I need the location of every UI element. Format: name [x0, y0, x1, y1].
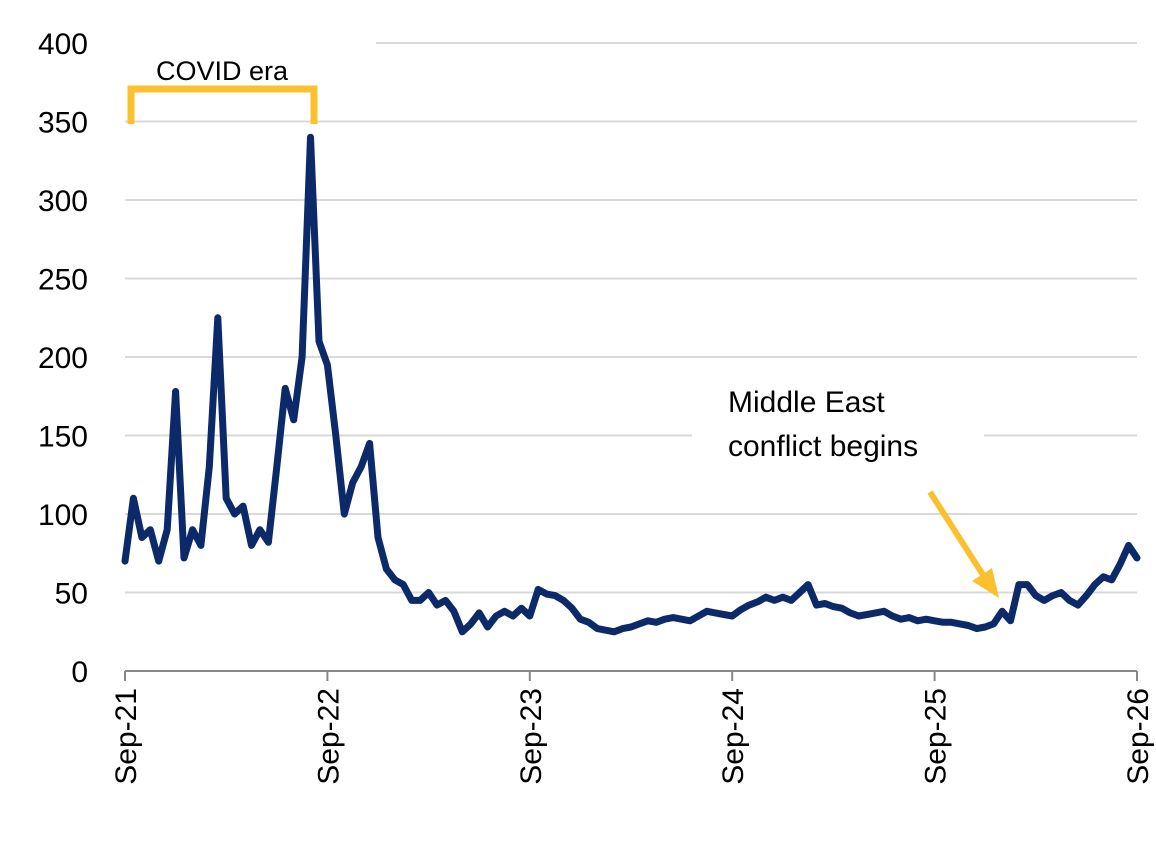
annotation-backdrop [120, 30, 376, 56]
annotation: Middle East [728, 386, 885, 419]
x-tick-label: Sep-26 [1122, 688, 1155, 785]
plot: 0 50 100 150 200 250 300 350 400 Sep-21 Sep-22 Sep-… [38, 28, 1155, 785]
y-tick-label: 150 [38, 421, 88, 454]
y-tick-label: 400 [38, 28, 88, 61]
y-tick-label: 300 [38, 185, 88, 218]
annotation-arrow-head [972, 568, 999, 598]
y-tick-label: 100 [38, 499, 88, 532]
y-tick-label: 350 [38, 107, 88, 140]
x-tick-label: Sep-22 [312, 688, 345, 785]
x-tick-label: Sep-24 [717, 688, 750, 785]
x-tick-label: Sep-21 [110, 688, 143, 785]
covid-bracket [127, 85, 318, 124]
series-line [121, 133, 1141, 636]
y-tick-label: 50 [55, 578, 88, 611]
x-tick-label: Sep-23 [515, 688, 548, 785]
x-tick-label: Sep-25 [920, 688, 953, 785]
grid [125, 42, 1137, 672]
annotation: conflict begins [728, 430, 918, 463]
annotation-backdrop [692, 378, 984, 466]
y-tick-label: 0 [71, 656, 88, 689]
annotation: COVID era [156, 56, 289, 86]
y-tick-label: 200 [38, 342, 88, 375]
annotation-arrow [927, 490, 988, 580]
y-tick-label: 250 [38, 264, 88, 297]
